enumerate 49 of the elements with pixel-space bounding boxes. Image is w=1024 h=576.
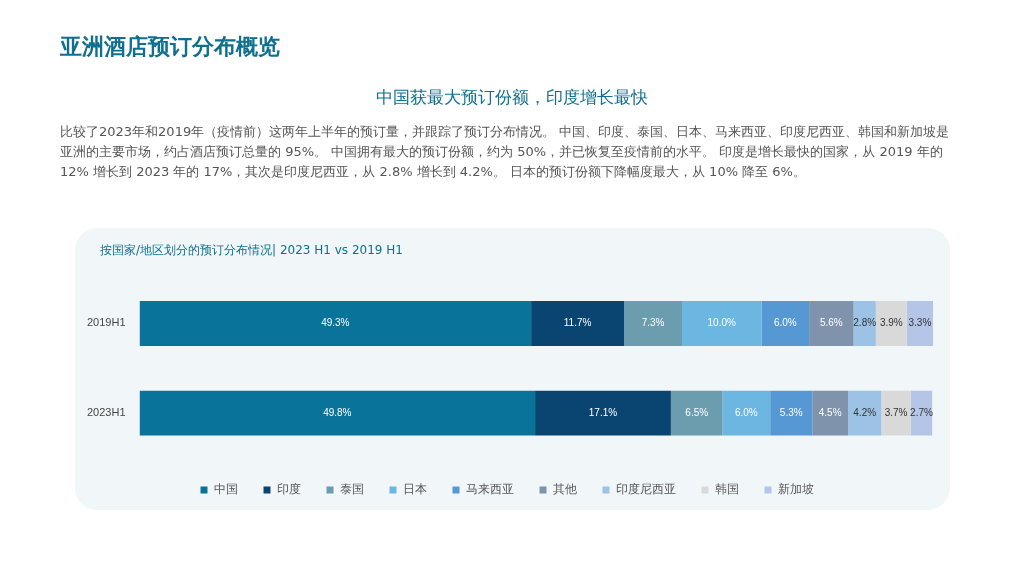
legend-label: 印度尼西亚	[615, 482, 676, 497]
bar	[682, 301, 762, 346]
data-label: 5.3%	[779, 406, 803, 418]
bar	[535, 390, 671, 436]
data-label: 3.7%	[884, 406, 908, 418]
bar	[139, 390, 536, 436]
legend-label: 其他	[552, 482, 577, 497]
data-label: 49.8%	[323, 406, 352, 418]
data-label: 6.0%	[734, 406, 758, 418]
bar	[881, 390, 911, 436]
data-label: 4.5%	[818, 406, 842, 418]
text: 比较了2023年和2019年（疫情前）这两年上半年的预订量，并跟踪了预订分布情况。 中国、印度、泰国、日本、马来西亚、印度尼西亚、韩国和新加坡是亚洲的主要市场，约占酒店预订总量的 95%。 中国拥有最大的预订份额，约为 50%，并已恢复至疫情前的水平。 印度是增长最快的国家，从 2019 年的 12% 增长到 2023 年的 17%，其次是印度尼西亚，从 2.8% 增长到 4.2%。 日本的预订份额下降幅度最大，从 10% 降至 6%。	[60, 123, 951, 181]
data-label: 2.8%	[853, 317, 877, 329]
data-label: 3.9%	[879, 317, 903, 329]
legend-label: 印度	[276, 482, 301, 497]
data-label: 17.1%	[588, 406, 618, 418]
chart-title: 亚洲酒店预订分布概览	[60, 33, 280, 61]
legend-label: 泰国	[339, 482, 364, 497]
bar	[531, 301, 625, 346]
bar	[809, 301, 854, 346]
data-label: 5.6%	[819, 317, 843, 329]
legend-label: 韩国	[714, 482, 739, 497]
data-label: 6.0%	[773, 317, 797, 329]
bar	[848, 390, 882, 436]
bar	[906, 301, 933, 346]
bar	[761, 301, 810, 346]
data-label: 6.5%	[685, 406, 709, 418]
data-label: 2.7%	[910, 406, 933, 418]
chart-subtitle: 中国获最大预订份额，印度增长最快	[375, 86, 649, 109]
bar	[812, 390, 849, 436]
y-tick-label: 2019H1	[86, 316, 126, 329]
legend-label: 新加坡	[777, 482, 814, 497]
legend-label: 中国	[213, 482, 238, 497]
y-tick-label: 2023H1	[86, 406, 126, 419]
bar	[670, 390, 723, 436]
legend-label: 马来西亚	[465, 482, 514, 497]
data-label: 3.3%	[908, 317, 932, 329]
data-label: 7.3%	[641, 317, 665, 329]
bar	[139, 301, 532, 346]
bar	[722, 390, 771, 436]
legend-label: 日本	[402, 482, 427, 497]
data-label: 4.2%	[853, 406, 877, 418]
bar	[770, 390, 813, 436]
text: 按国家/地区划分的预订分布情况| 2023 H1 vs 2019 H1	[100, 242, 403, 259]
data-label: 49.3%	[321, 317, 350, 329]
data-label: 11.7%	[563, 317, 592, 329]
bar	[624, 301, 683, 346]
bar	[875, 301, 907, 346]
data-label: 10.0%	[707, 317, 737, 329]
